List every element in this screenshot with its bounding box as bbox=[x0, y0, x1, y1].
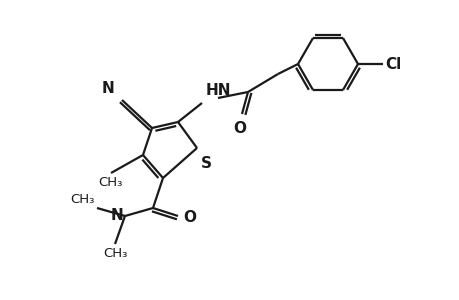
Text: CH₃: CH₃ bbox=[71, 193, 95, 206]
Text: N: N bbox=[101, 81, 114, 96]
Text: N: N bbox=[110, 208, 123, 224]
Text: Cl: Cl bbox=[384, 56, 400, 71]
Text: CH₃: CH₃ bbox=[103, 247, 127, 260]
Text: O: O bbox=[183, 211, 196, 226]
Text: HN: HN bbox=[206, 83, 231, 98]
Text: O: O bbox=[233, 121, 246, 136]
Text: CH₃: CH₃ bbox=[98, 176, 122, 189]
Text: S: S bbox=[201, 156, 212, 171]
